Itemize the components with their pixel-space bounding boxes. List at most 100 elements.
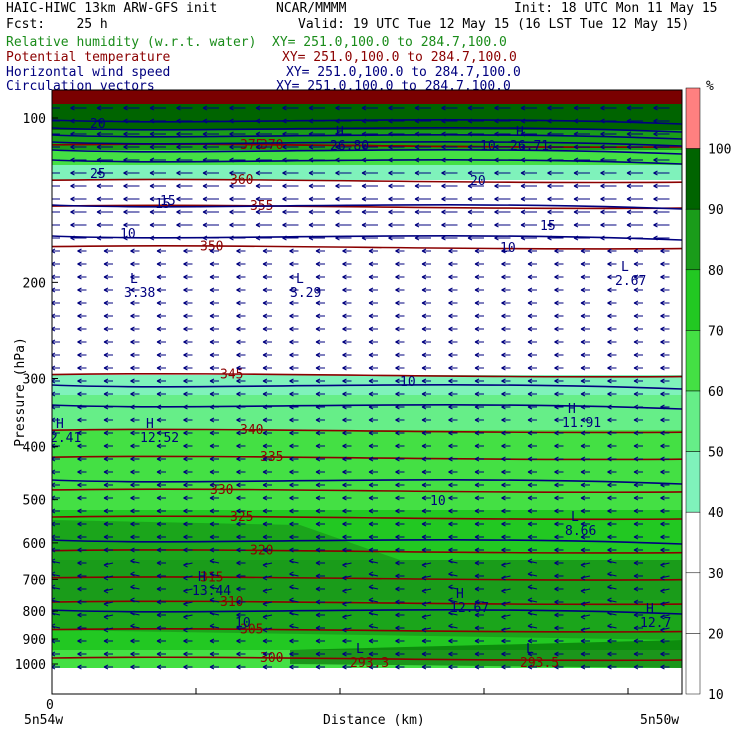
circulation-vector xyxy=(441,183,446,189)
circulation-vector xyxy=(421,588,427,594)
circulation-vector xyxy=(52,469,56,475)
circulation-vector xyxy=(633,573,639,579)
circulation-vector xyxy=(395,287,400,293)
circulation-vector xyxy=(474,651,480,657)
circulation-vector xyxy=(209,508,215,514)
wind-contour xyxy=(52,149,682,155)
circulation-vector xyxy=(527,326,533,332)
circulation-vector xyxy=(282,105,287,111)
circulation-vector xyxy=(77,287,82,293)
circulation-vector xyxy=(660,482,665,488)
circulation-vector xyxy=(501,651,506,657)
circulation-vector xyxy=(44,106,48,110)
circulation-vector xyxy=(501,562,506,568)
circulation-vector xyxy=(580,469,586,475)
circulation-vector xyxy=(395,586,400,592)
circulation-vector xyxy=(176,222,181,228)
circulation-vector xyxy=(77,274,82,280)
circulation-vector xyxy=(421,562,427,568)
x-zero-tick-label: 0 xyxy=(46,698,54,713)
circulation-vector xyxy=(388,209,393,215)
circulation-vector xyxy=(183,482,188,488)
circulation-vector xyxy=(209,287,215,293)
wind-label: 10 xyxy=(430,494,446,509)
circulation-vector xyxy=(421,456,427,462)
circulation-vector xyxy=(130,313,135,319)
circulation-vector xyxy=(448,391,453,397)
circulation-vector xyxy=(156,417,162,423)
extremum-value: 2.67 xyxy=(615,274,646,289)
y-tick-label: 400 xyxy=(23,441,46,456)
circulation-vector xyxy=(77,664,82,670)
circulation-vector xyxy=(289,610,294,616)
colorbar-segment xyxy=(685,269,701,331)
circulation-vector xyxy=(554,287,559,293)
circulation-vector xyxy=(494,222,499,228)
circulation-vector xyxy=(547,157,552,163)
circulation-vector xyxy=(315,482,321,488)
circulation-vector xyxy=(183,547,188,553)
circulation-vector xyxy=(580,248,586,254)
circulation-vector xyxy=(289,274,294,280)
circulation-vector xyxy=(607,352,612,358)
circulation-vector xyxy=(289,287,294,293)
circulation-vector xyxy=(209,469,215,475)
circulation-vector xyxy=(600,144,605,150)
circulation-vector xyxy=(183,575,188,581)
circulation-vector xyxy=(335,196,340,202)
circulation-vector xyxy=(474,365,480,371)
circulation-vector xyxy=(52,571,56,577)
circulation-vector xyxy=(52,521,56,527)
circulation-vector xyxy=(660,562,665,568)
circulation-vector xyxy=(262,287,268,293)
circulation-vector xyxy=(660,508,665,514)
circulation-vector xyxy=(368,248,374,254)
circulation-vector xyxy=(156,651,162,657)
circulation-vector xyxy=(123,183,128,189)
circulation-vector xyxy=(183,469,188,475)
circulation-vector xyxy=(626,131,632,137)
circulation-vector xyxy=(44,223,48,227)
circulation-vector xyxy=(130,571,135,577)
circulation-vector xyxy=(547,196,552,202)
circulation-vector xyxy=(501,287,506,293)
circulation-vector xyxy=(441,144,446,150)
circulation-vector xyxy=(52,326,56,332)
circulation-vector xyxy=(315,261,321,267)
circulation-vector xyxy=(607,597,612,603)
circulation-vector xyxy=(501,601,506,607)
circulation-vector xyxy=(52,664,56,670)
circulation-vector xyxy=(156,378,162,384)
x-left-label: 5n54w xyxy=(24,713,64,728)
circulation-vector xyxy=(52,597,56,603)
circulation-vector xyxy=(176,118,181,124)
circulation-vector xyxy=(335,157,340,163)
circulation-vector xyxy=(103,261,109,267)
circulation-vector xyxy=(467,157,473,163)
circulation-vector xyxy=(77,261,82,267)
field-wind-xy: XY= 251.0,100.0 to 284.7,100.0 xyxy=(286,65,521,80)
circulation-vector xyxy=(474,300,480,306)
circulation-vector xyxy=(554,443,559,449)
circulation-vector xyxy=(368,352,374,358)
circulation-vector xyxy=(130,521,135,527)
colorbar-segment xyxy=(685,390,701,452)
wind-label: 10 xyxy=(500,241,516,256)
circulation-vector xyxy=(607,287,612,293)
circulation-vector xyxy=(395,313,400,319)
circulation-vector xyxy=(262,575,268,581)
circulation-vector xyxy=(421,547,427,553)
circulation-vector xyxy=(229,157,234,163)
circulation-vector xyxy=(77,599,82,605)
circulation-vector xyxy=(474,261,480,267)
circulation-vector xyxy=(183,627,188,633)
circulation-vector xyxy=(501,339,506,345)
circulation-vector xyxy=(103,601,109,607)
colorbar-label: 100 xyxy=(708,143,731,158)
circulation-vector xyxy=(315,339,321,345)
circulation-vector xyxy=(289,482,294,488)
circulation-vector xyxy=(44,145,48,149)
circulation-vector xyxy=(653,196,658,202)
circulation-vector xyxy=(315,638,321,644)
